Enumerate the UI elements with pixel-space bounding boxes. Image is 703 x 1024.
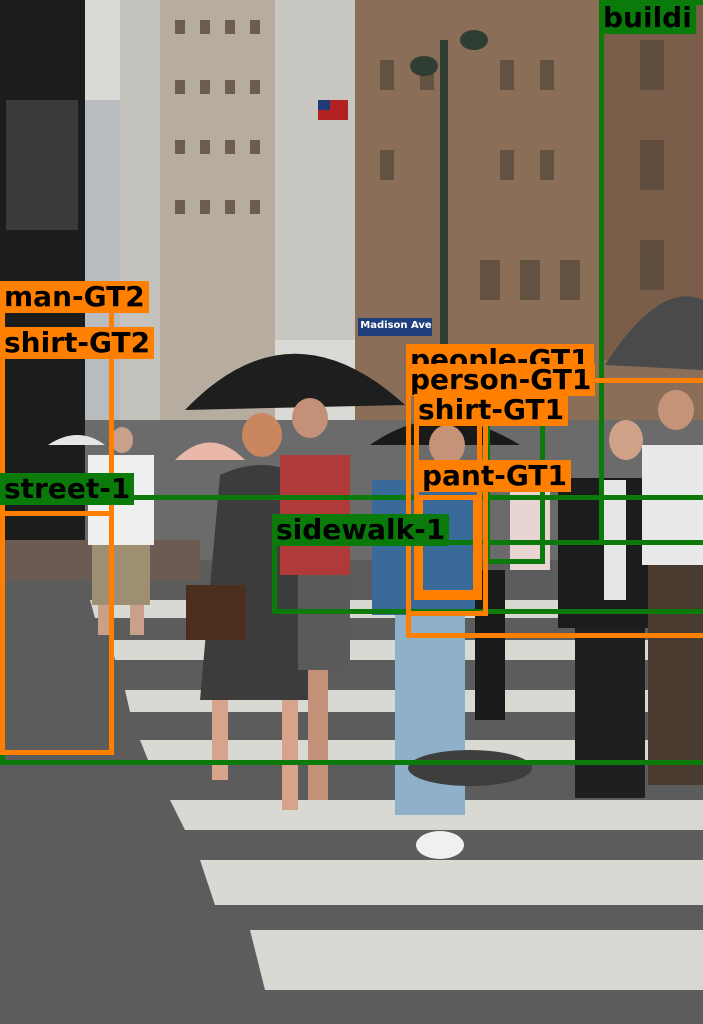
label-man-gt2: man-GT2 — [0, 281, 149, 313]
label-shirt-gt1: shirt-GT1 — [414, 394, 569, 426]
label-shirt-gt2: shirt-GT2 — [0, 327, 155, 359]
label-pant-gt1: pant-GT1 — [418, 460, 571, 492]
label-sidewalk: sidewalk-1 — [272, 514, 450, 546]
label-person-gt1: person-GT1 — [406, 364, 596, 396]
street-sign-label: Madison Ave — [360, 320, 432, 331]
label-street: street-1 — [0, 473, 135, 505]
label-building: buildi — [599, 2, 696, 34]
